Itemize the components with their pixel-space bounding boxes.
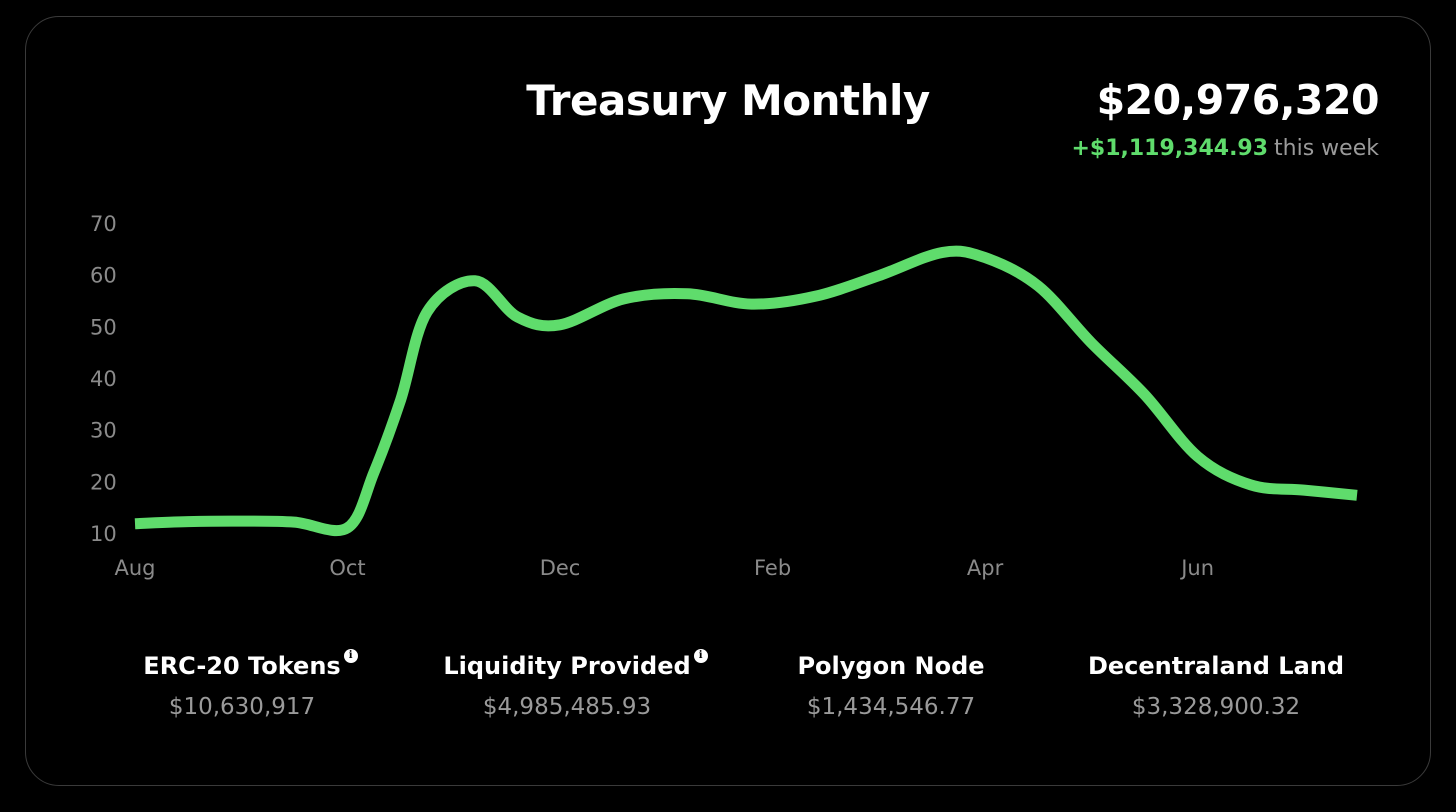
stat-value: $10,630,917 <box>168 694 316 720</box>
stat-polygon-node: Polygon Node $1,434,546.77 <box>711 652 1071 720</box>
series-line <box>134 245 1358 537</box>
y-tick-label: 30 <box>90 419 117 443</box>
weekly-change: +$1,119,344.93 this week <box>1071 136 1379 161</box>
y-tick-label: 70 <box>90 212 117 236</box>
treasury-card <box>25 16 1431 786</box>
chart-series <box>134 245 1358 537</box>
info-icon[interactable]: i <box>343 649 358 663</box>
y-tick-label: 60 <box>90 264 117 288</box>
x-tick-label: Apr <box>967 556 1004 580</box>
x-tick-label: Oct <box>329 556 365 580</box>
stat-value: $4,985,485.93 <box>482 694 652 720</box>
chart-title: Treasury Monthly <box>526 76 930 125</box>
x-tick-label: Aug <box>114 556 155 580</box>
y-tick-label: 40 <box>90 367 117 391</box>
stat-label: Liquidity Provided <box>443 652 691 680</box>
y-axis-ticks: 10 20 30 40 50 60 70 <box>90 212 117 546</box>
stat-label: Decentraland Land <box>1087 652 1345 680</box>
stat-liquidity-provided: Liquidity Provided i $4,985,485.93 <box>387 649 747 720</box>
weekly-change-suffix: this week <box>1274 136 1379 161</box>
stat-value: $1,434,546.77 <box>806 694 976 720</box>
info-icon[interactable]: i <box>693 649 708 663</box>
y-tick-label: 10 <box>90 522 117 546</box>
stat-label: Polygon Node <box>797 652 985 680</box>
stat-label: ERC-20 Tokens <box>143 652 341 680</box>
stat-decentraland-land: Decentraland Land $3,328,900.32 <box>1036 652 1396 720</box>
x-tick-label: Jun <box>1179 556 1214 580</box>
weekly-change-amount: +$1,119,344.93 <box>1071 136 1269 161</box>
x-tick-label: Dec <box>540 556 581 580</box>
stat-erc20-tokens: ERC-20 Tokens i $10,630,917 <box>62 649 422 720</box>
stat-value: $3,328,900.32 <box>1131 694 1301 720</box>
treasury-total: $20,976,320 <box>1096 76 1380 124</box>
x-tick-label: Feb <box>754 556 791 580</box>
x-axis-ticks: Aug Oct Dec Feb Apr Jun <box>114 556 1214 580</box>
y-tick-label: 20 <box>90 470 117 494</box>
y-tick-label: 50 <box>90 315 117 339</box>
